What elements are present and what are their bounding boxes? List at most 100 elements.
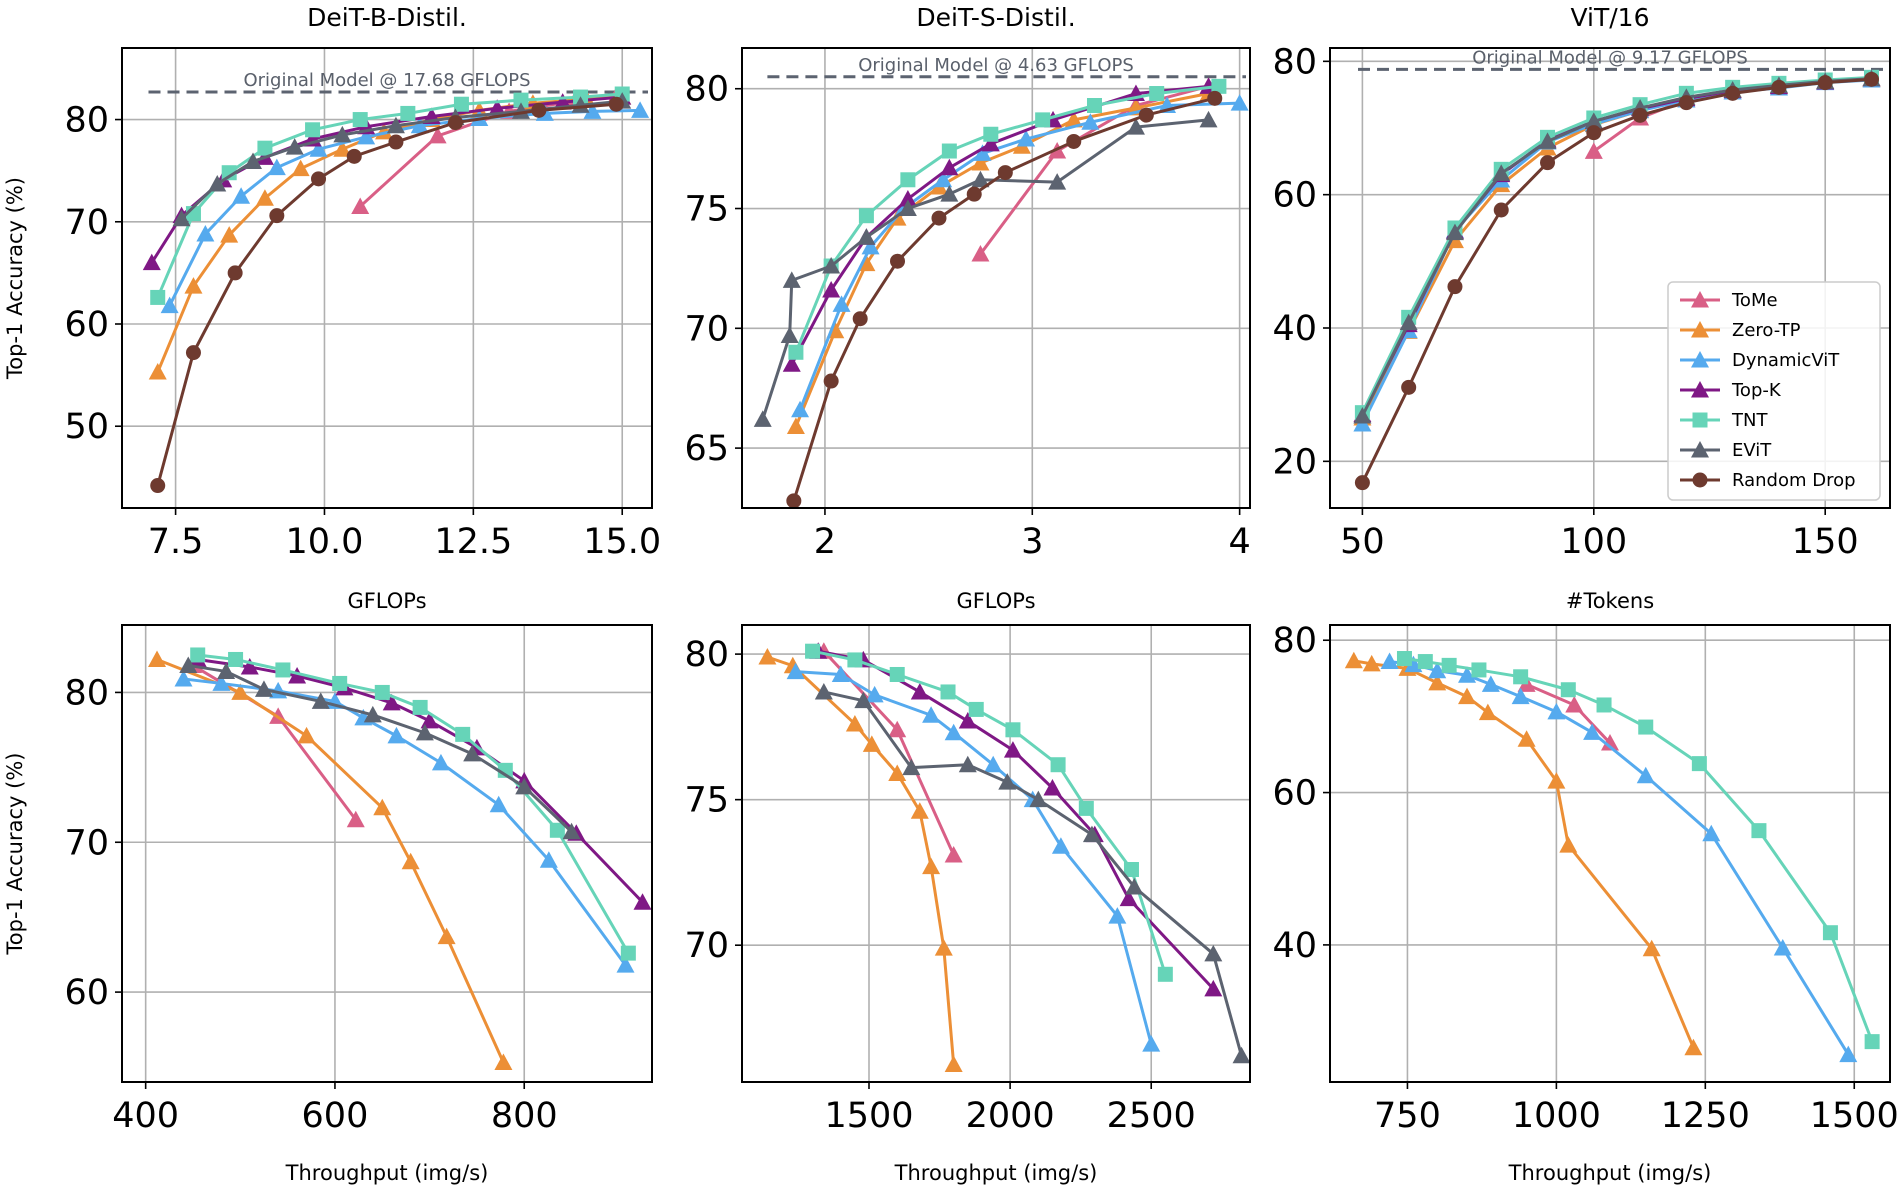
evit-point — [254, 680, 273, 697]
evit-point — [857, 228, 876, 245]
tnt-point — [620, 945, 636, 961]
dynamicvit-point — [1547, 702, 1566, 720]
evit-point — [1584, 112, 1603, 129]
random-drop-point — [931, 210, 947, 226]
tnt-point — [352, 112, 368, 128]
panel-3: Original Model @ 9.17 GFLOPS 50 100 150 20 40… — [1272, 3, 1891, 613]
random-drop-point — [1632, 107, 1648, 123]
legend-marker — [1691, 291, 1709, 308]
axes-frame — [741, 47, 1251, 509]
reference-label: Original Model @ 4.63 GFLOPS — [858, 55, 1134, 76]
y-tick-label: 75 — [684, 781, 729, 821]
legend-label: EViT — [1732, 440, 1772, 461]
tnt-point — [1417, 654, 1433, 670]
x-tick-label: 1250 — [1661, 1096, 1750, 1136]
series-tnt — [805, 643, 1173, 982]
legend-entry-dynamicvit: DynamicViT — [1680, 350, 1840, 371]
top-k-point — [898, 189, 917, 207]
evit-point — [958, 755, 977, 773]
dynamicvit-point — [1583, 723, 1602, 740]
dynamicvit-point — [1773, 938, 1792, 956]
random-drop-point — [608, 96, 624, 112]
dynamicvit-line — [795, 670, 1153, 1045]
top-k-point — [420, 711, 439, 729]
dynamicvit-point — [786, 662, 805, 680]
tnt-point — [305, 122, 321, 138]
evit-point — [1538, 132, 1557, 149]
series-evit — [814, 682, 1251, 1064]
random-drop-point — [852, 311, 868, 327]
tnt-point — [1822, 925, 1838, 941]
random-drop-line — [792, 96, 1216, 502]
x-tick-label: 1500 — [1810, 1096, 1899, 1136]
tnt-line — [1404, 657, 1874, 1043]
zero-tp-point — [184, 277, 203, 294]
evit-point — [753, 410, 772, 427]
axes-frame — [121, 47, 653, 509]
tnt-point — [1050, 757, 1066, 773]
axes-frame — [121, 624, 653, 1083]
dynamicvit-point — [1428, 661, 1447, 679]
x-axis-label: #Tokens — [1566, 589, 1654, 613]
y-tick-label: 70 — [64, 823, 109, 863]
random-drop-point — [1863, 71, 1879, 87]
legend-marker — [1692, 412, 1708, 428]
evit-point — [415, 723, 434, 741]
dynamicvit-line — [798, 101, 1240, 411]
y-axis-label: Top-1 Accuracy (%) — [3, 753, 27, 956]
dynamicvit-point — [212, 674, 231, 691]
tnt-point — [374, 684, 390, 700]
random-drop-point — [531, 102, 547, 118]
x-axis-label: GFLOPs — [956, 589, 1035, 613]
legend-marker — [1692, 472, 1708, 488]
dynamicvit-point — [196, 225, 215, 242]
x-tick-label: 4 — [1228, 522, 1250, 562]
evit-point — [285, 138, 304, 155]
dynamicvit-line — [183, 677, 627, 967]
x-tick-label: 3 — [1021, 522, 1043, 562]
top-k-point — [1119, 889, 1138, 907]
top-k-point — [1003, 741, 1022, 758]
dynamicvit-point — [357, 127, 376, 145]
dynamicvit-point — [387, 726, 406, 744]
zero-tp-point — [1478, 703, 1497, 721]
zero-tp-point — [1344, 651, 1363, 669]
zero-tp-point — [220, 226, 239, 243]
axes-frame — [1329, 624, 1891, 1083]
y-tick-label: 80 — [64, 673, 109, 713]
dynamicvit-point — [267, 158, 286, 176]
zero-tp-point — [934, 939, 953, 956]
legend-entry-random-drop: Random Drop — [1680, 470, 1856, 491]
top-k-point — [633, 893, 652, 910]
tnt-point — [788, 344, 804, 360]
tnt-point — [513, 92, 529, 108]
random-drop-point — [1066, 133, 1082, 149]
dynamicvit-point — [1458, 666, 1477, 683]
y-tick-label: 75 — [684, 190, 729, 230]
dynamicvit-point — [934, 170, 953, 188]
evit-point — [311, 692, 330, 709]
zero-tp-point — [297, 726, 316, 744]
tome-point — [1601, 734, 1619, 751]
tnt-point — [1035, 112, 1051, 128]
dynamicvit-point — [1108, 907, 1127, 924]
zero-tp-point — [1517, 730, 1536, 747]
tome-point — [351, 197, 370, 214]
zero-tp-point — [1428, 673, 1447, 691]
evit-point — [1492, 164, 1511, 181]
y-tick-label: 70 — [64, 203, 109, 243]
x-tick-label: 1000 — [1512, 1096, 1601, 1136]
random-drop-line — [1361, 77, 1872, 484]
zero-tp-point — [862, 735, 881, 752]
random-drop-point — [966, 186, 982, 202]
random-drop-point — [185, 345, 201, 361]
panel-title: DeiT-S-Distil. — [916, 3, 1075, 32]
evit-line — [1361, 77, 1872, 417]
zero-tp-point — [494, 1053, 513, 1071]
legend-marker — [1691, 381, 1709, 398]
evit-point — [1445, 223, 1464, 241]
top-k-point — [981, 134, 1000, 152]
tnt-line — [1361, 75, 1872, 414]
x-axis-label: Throughput (img/s) — [285, 1161, 489, 1185]
x-tick-label: 600 — [302, 1096, 369, 1136]
